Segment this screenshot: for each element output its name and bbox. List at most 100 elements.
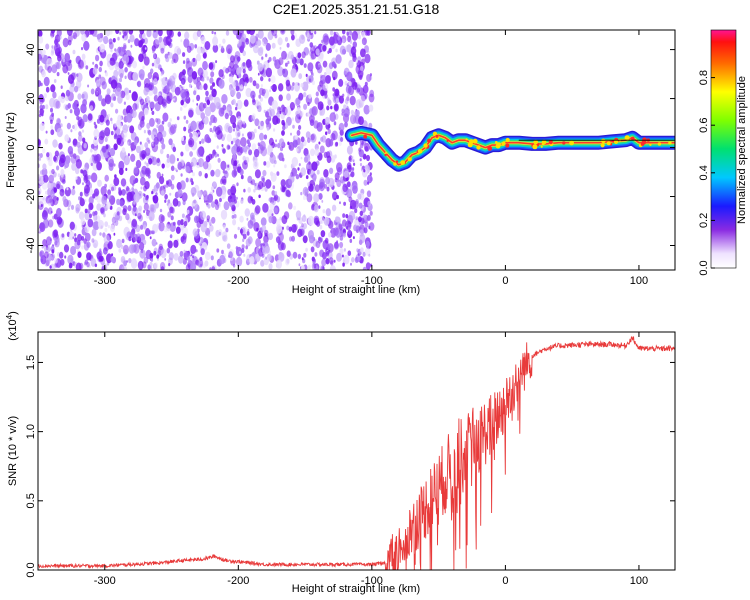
noise-blob — [200, 47, 205, 54]
noise-blob — [144, 161, 147, 165]
noise-blob — [236, 146, 243, 156]
noise-blob — [262, 169, 267, 177]
noise-blob — [202, 52, 207, 59]
noise-blob — [143, 210, 146, 213]
noise-blob — [323, 216, 330, 226]
noise-blob — [95, 54, 100, 62]
noise-blob — [199, 84, 203, 91]
noise-blob — [229, 198, 235, 208]
noise-blob — [181, 192, 188, 202]
noise-blob — [238, 163, 241, 168]
noise-blob — [297, 52, 302, 59]
noise-blob — [193, 90, 197, 96]
noise-blob — [54, 241, 58, 246]
noise-blob — [362, 165, 365, 170]
noise-blob — [310, 30, 314, 34]
noise-blob — [42, 104, 45, 110]
noise-blob — [187, 256, 191, 262]
noise-blob — [202, 60, 208, 71]
noise-blob — [88, 202, 94, 211]
noise-blob — [263, 64, 266, 68]
noise-blob — [202, 69, 208, 78]
noise-blob — [74, 107, 80, 117]
noise-blob — [254, 246, 260, 255]
noise-blob — [75, 262, 82, 270]
noise-blob — [101, 81, 107, 90]
noise-blob — [53, 156, 57, 162]
noise-blob — [80, 175, 83, 179]
noise-blob — [231, 214, 235, 219]
y-tick-label: 40 — [25, 43, 37, 55]
noise-blob — [39, 122, 45, 132]
noise-blob — [189, 132, 193, 139]
noise-blob — [60, 85, 63, 89]
noise-blob — [190, 244, 197, 254]
noise-blob — [300, 111, 304, 117]
noise-blob — [133, 167, 140, 177]
colorbar-tick-label: 0.4 — [698, 165, 710, 180]
noise-blob — [339, 241, 344, 249]
noise-blob — [168, 138, 173, 146]
noise-blob — [84, 199, 87, 203]
noise-blob — [99, 43, 106, 53]
noise-blob — [200, 248, 205, 256]
noise-blob — [83, 175, 88, 181]
noise-blob — [87, 208, 91, 214]
noise-blob — [81, 33, 87, 42]
noise-blob — [89, 105, 93, 111]
noise-blob — [293, 205, 296, 211]
noise-blob — [44, 138, 49, 145]
noise-blob — [185, 98, 187, 102]
noise-blob — [45, 130, 48, 134]
noise-blob — [342, 184, 348, 193]
noise-blob — [131, 91, 138, 102]
noise-blob — [116, 211, 120, 216]
noise-blob — [154, 134, 156, 138]
noise-blob — [75, 80, 82, 89]
noise-blob — [298, 263, 301, 267]
signal-fleck — [446, 139, 449, 142]
x-tick-label: -100 — [361, 275, 383, 287]
noise-blob — [237, 116, 242, 123]
noise-blob — [109, 57, 116, 66]
noise-blob — [71, 162, 77, 171]
noise-blob — [232, 137, 236, 143]
noise-blob — [327, 97, 330, 102]
noise-blob — [315, 48, 320, 56]
noise-blob — [271, 30, 278, 37]
noise-blob — [101, 195, 108, 205]
noise-blob — [228, 86, 232, 91]
noise-blob — [142, 44, 148, 54]
noise-blob — [249, 256, 255, 265]
noise-blob — [221, 94, 228, 104]
noise-blob — [43, 76, 50, 87]
noise-blob — [305, 247, 308, 252]
noise-blob — [251, 143, 257, 151]
noise-blob — [331, 61, 336, 68]
noise-blob — [206, 99, 211, 106]
noise-blob — [365, 262, 371, 270]
noise-blob — [286, 83, 292, 92]
noise-blob — [282, 125, 286, 131]
noise-blob — [179, 223, 184, 231]
noise-blob — [122, 35, 125, 39]
noise-blob — [303, 103, 308, 110]
noise-blob — [265, 53, 268, 58]
noise-blob — [139, 141, 142, 145]
noise-blob — [143, 107, 149, 116]
noise-blob — [359, 74, 363, 81]
noise-blob — [315, 240, 321, 249]
signal-fleck — [423, 143, 428, 148]
noise-blob — [369, 172, 372, 176]
noise-blob — [279, 216, 282, 221]
noise-blob — [190, 158, 197, 168]
noise-blob — [106, 253, 113, 264]
noise-blob — [245, 245, 248, 250]
noise-blob — [313, 177, 316, 182]
noise-blob — [198, 102, 205, 112]
noise-blob — [266, 126, 270, 131]
noise-blob — [190, 187, 197, 196]
noise-blob — [50, 30, 56, 34]
noise-blob — [70, 258, 73, 262]
